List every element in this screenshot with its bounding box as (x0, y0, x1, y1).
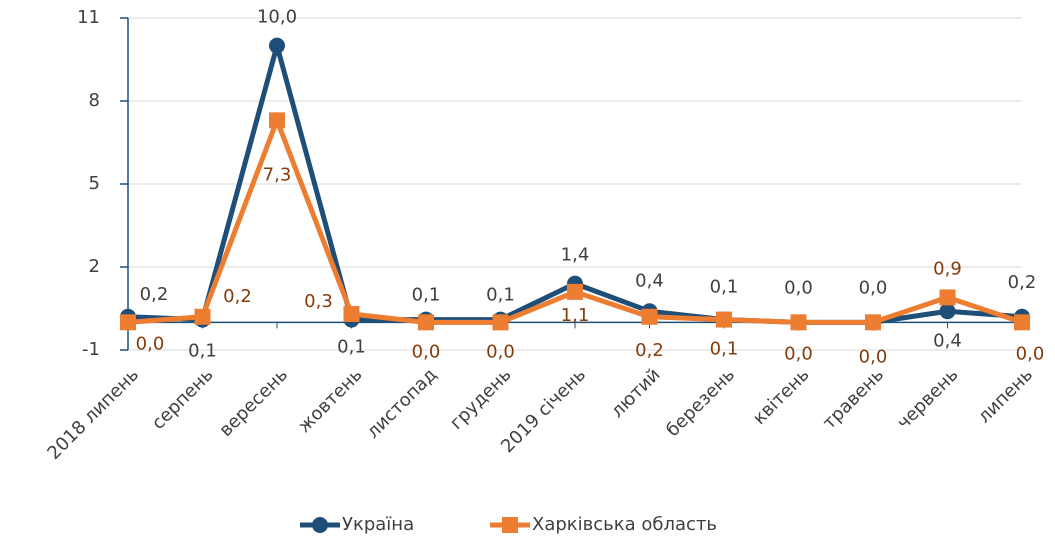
x-tick-label: жовтень (294, 364, 367, 437)
data-label: 0,4 (635, 270, 664, 291)
data-label: 0,0 (859, 346, 888, 367)
marker (865, 314, 881, 331)
legend-marker (502, 517, 518, 533)
marker (492, 314, 509, 331)
data-label: 0,2 (223, 286, 252, 307)
y-tick-label: 5 (89, 173, 100, 194)
marker (418, 314, 434, 331)
y-tick-label: 2 (89, 256, 100, 277)
data-label: 0,0 (1016, 343, 1045, 364)
x-tick-label: серпень (148, 364, 218, 434)
marker (120, 314, 136, 331)
x-tick-label: листопад (363, 364, 441, 442)
x-tick-label: липень (974, 364, 1037, 427)
data-label: 0,1 (188, 341, 217, 362)
x-tick-label: грудень (446, 364, 516, 434)
x-tick-label: 2018 липень (43, 364, 143, 464)
marker (790, 314, 807, 331)
legend-label: Україна (342, 514, 414, 535)
marker (939, 289, 956, 306)
data-label: 7,3 (263, 164, 292, 185)
data-label: 0,2 (1008, 272, 1037, 293)
marker (567, 283, 583, 300)
data-label: 1,4 (561, 245, 590, 266)
x-tick-label: червень (893, 364, 962, 433)
marker (343, 306, 360, 323)
y-tick-label: -1 (82, 339, 100, 360)
data-label: 0,1 (337, 337, 366, 358)
data-label: 0,2 (140, 284, 169, 305)
marker (269, 112, 285, 129)
data-label: 0,0 (784, 343, 813, 364)
data-label: 0,1 (710, 277, 739, 298)
marker (194, 308, 211, 325)
x-tick-label: березень (662, 364, 739, 441)
data-label: 0,1 (412, 285, 441, 306)
data-label: 0,1 (710, 339, 739, 360)
data-label: 1,1 (561, 305, 590, 326)
data-label: 0,0 (136, 333, 165, 354)
x-tick-label: лютий (607, 364, 665, 422)
data-label: 0,3 (304, 291, 333, 312)
data-label: 0,4 (933, 330, 962, 351)
legend-label: Харківська область (532, 514, 717, 535)
y-tick-label: 8 (89, 90, 100, 111)
marker (641, 308, 658, 325)
x-tick-label: квітень (749, 364, 814, 429)
data-label: 0,1 (486, 285, 515, 306)
x-tick-label: вересень (215, 364, 292, 441)
legend-marker (312, 517, 328, 533)
marker (1014, 314, 1030, 331)
marker (269, 37, 285, 54)
data-label: 0,0 (412, 341, 441, 362)
marker (716, 311, 732, 328)
data-label: 0,2 (635, 340, 664, 361)
data-label: 0,0 (859, 277, 888, 298)
data-label: 0,0 (486, 341, 515, 362)
marker (939, 303, 956, 320)
data-label: 10,0 (257, 7, 297, 28)
x-tick-label: травень (819, 364, 888, 433)
data-label: 0,0 (784, 277, 813, 298)
data-label: 0,9 (933, 258, 962, 279)
y-tick-label: 11 (77, 7, 100, 28)
